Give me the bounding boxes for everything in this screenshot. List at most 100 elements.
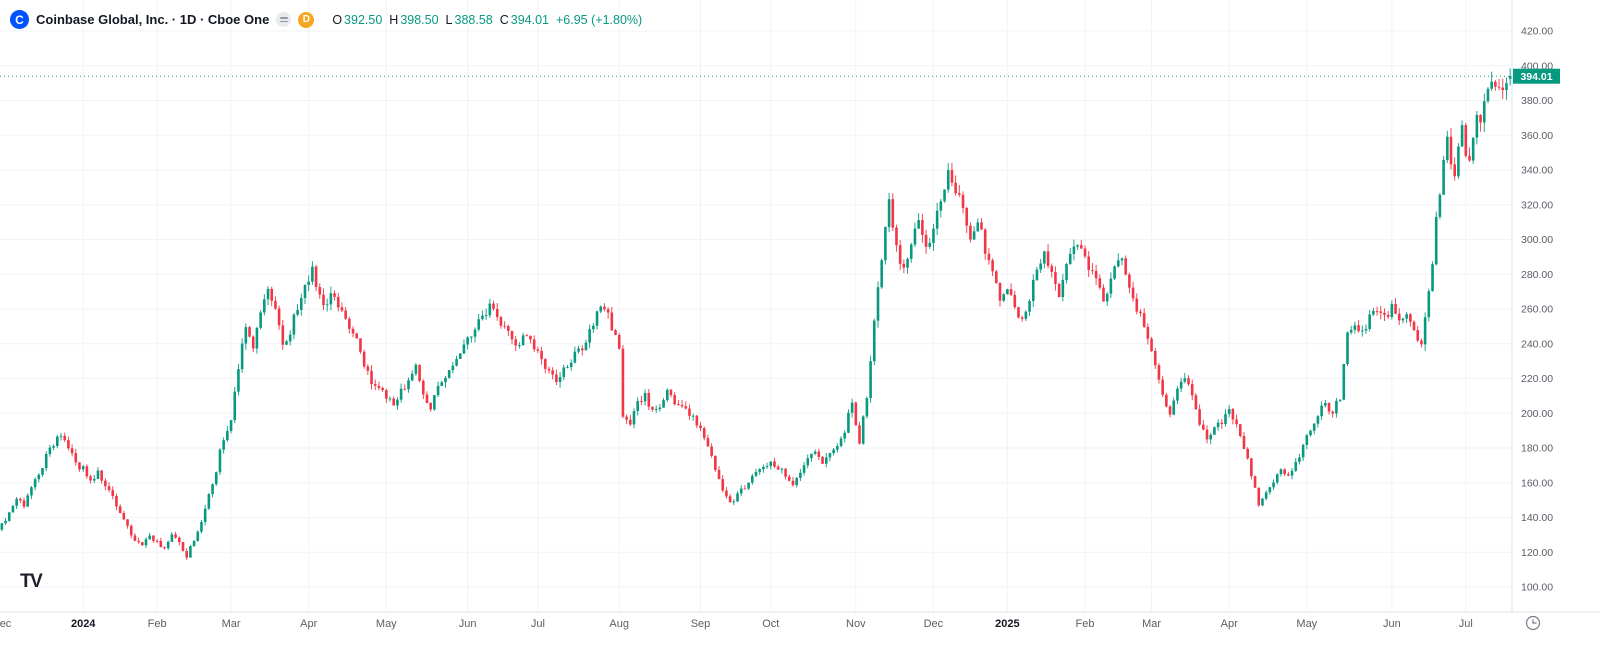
- candle: [1383, 312, 1386, 315]
- candle: [1080, 245, 1083, 249]
- candle: [229, 420, 233, 431]
- time-month-label: Apr: [300, 618, 317, 630]
- candle: [344, 310, 347, 319]
- candle: [732, 501, 736, 503]
- candle: [773, 461, 776, 467]
- time-axis[interactable]: ec 2024 Feb Mar Apr May Jun Jul Aug Sep Oct Nov Dec 2…: [0, 618, 1473, 630]
- candle: [1268, 487, 1272, 493]
- candle: [1198, 409, 1201, 425]
- candle: [1346, 332, 1349, 364]
- candle: [1168, 406, 1172, 415]
- candle: [1309, 430, 1312, 436]
- candle: [144, 539, 148, 546]
- candle: [366, 366, 370, 371]
- candle: [1131, 287, 1135, 299]
- candle: [518, 345, 521, 346]
- candle: [880, 260, 883, 288]
- candle: [606, 309, 610, 313]
- last-price-label: 394.01: [1513, 68, 1560, 84]
- candle: [473, 329, 477, 337]
- candle: [884, 227, 887, 261]
- candle: [1153, 351, 1157, 366]
- candle: [52, 446, 55, 448]
- candle: [643, 392, 647, 402]
- candle: [26, 495, 30, 507]
- candle: [861, 416, 865, 444]
- candle: [1494, 81, 1497, 87]
- candle: [495, 308, 499, 317]
- delayed-data-badge[interactable]: D: [298, 11, 315, 28]
- candle: [70, 448, 74, 454]
- candle: [111, 490, 115, 496]
- candle: [362, 351, 366, 367]
- candle: [843, 432, 847, 439]
- candle: [299, 298, 303, 310]
- time-month-label: Jun: [1383, 618, 1401, 630]
- market-status-icon[interactable]: [276, 12, 292, 27]
- price-axis[interactable]: 420.00400.00380.00360.00340.00320.00300.…: [1521, 26, 1553, 594]
- candle: [662, 400, 665, 408]
- candle: [958, 193, 961, 195]
- tradingview-watermark[interactable]: TV: [20, 571, 43, 592]
- price-tick-label: 340.00: [1521, 165, 1553, 177]
- candle: [991, 260, 994, 272]
- candle: [1405, 314, 1408, 319]
- candle: [680, 405, 684, 407]
- candle: [514, 339, 518, 346]
- high-label: H: [389, 12, 399, 27]
- candle: [1420, 340, 1423, 345]
- candle: [226, 430, 229, 441]
- candle: [1076, 245, 1079, 247]
- candle: [906, 258, 909, 268]
- coinbase-logo[interactable]: C: [10, 10, 29, 29]
- candle: [1342, 363, 1346, 400]
- candle: [189, 546, 192, 558]
- candle: [547, 368, 551, 371]
- candle: [1083, 248, 1087, 257]
- candle: [307, 281, 310, 285]
- candle: [1283, 469, 1286, 475]
- candle: [592, 325, 595, 330]
- candle: [1202, 424, 1205, 430]
- candle: [1227, 409, 1231, 415]
- candle: [163, 547, 166, 549]
- candle: [1209, 434, 1213, 440]
- clock-icon[interactable]: [1525, 615, 1541, 631]
- candle: [961, 194, 965, 208]
- candle: [44, 454, 48, 469]
- candle: [1098, 278, 1102, 288]
- candle: [758, 469, 761, 473]
- candle: [174, 534, 177, 538]
- candle: [972, 231, 976, 240]
- candle: [543, 359, 547, 369]
- candle: [599, 306, 603, 312]
- candle: [1043, 251, 1046, 264]
- candle: [1157, 365, 1161, 380]
- candle: [399, 388, 403, 400]
- candle: [292, 314, 296, 335]
- candle: [41, 468, 44, 475]
- candle: [1446, 136, 1449, 160]
- candle: [92, 478, 96, 481]
- candle: [747, 482, 750, 489]
- symbol-title[interactable]: Coinbase Global, Inc. · 1D · Cboe One: [36, 12, 270, 27]
- time-month-label: Nov: [846, 618, 866, 630]
- low-label: L: [445, 12, 453, 27]
- candle: [251, 336, 255, 349]
- candle: [1338, 399, 1342, 401]
- candle: [1072, 246, 1076, 254]
- candle: [148, 535, 152, 540]
- svg-text:394.01: 394.01: [1520, 71, 1552, 83]
- candle: [1287, 474, 1290, 476]
- candle: [1505, 83, 1508, 91]
- candle: [129, 525, 133, 536]
- time-year-label: 2025: [995, 618, 1019, 630]
- candle: [1423, 317, 1427, 345]
- candle: [1397, 313, 1401, 321]
- candle: [588, 329, 591, 343]
- time-month-label: Mar: [222, 618, 241, 630]
- candle: [869, 361, 872, 399]
- candle: [717, 469, 721, 480]
- candle: [1327, 402, 1331, 412]
